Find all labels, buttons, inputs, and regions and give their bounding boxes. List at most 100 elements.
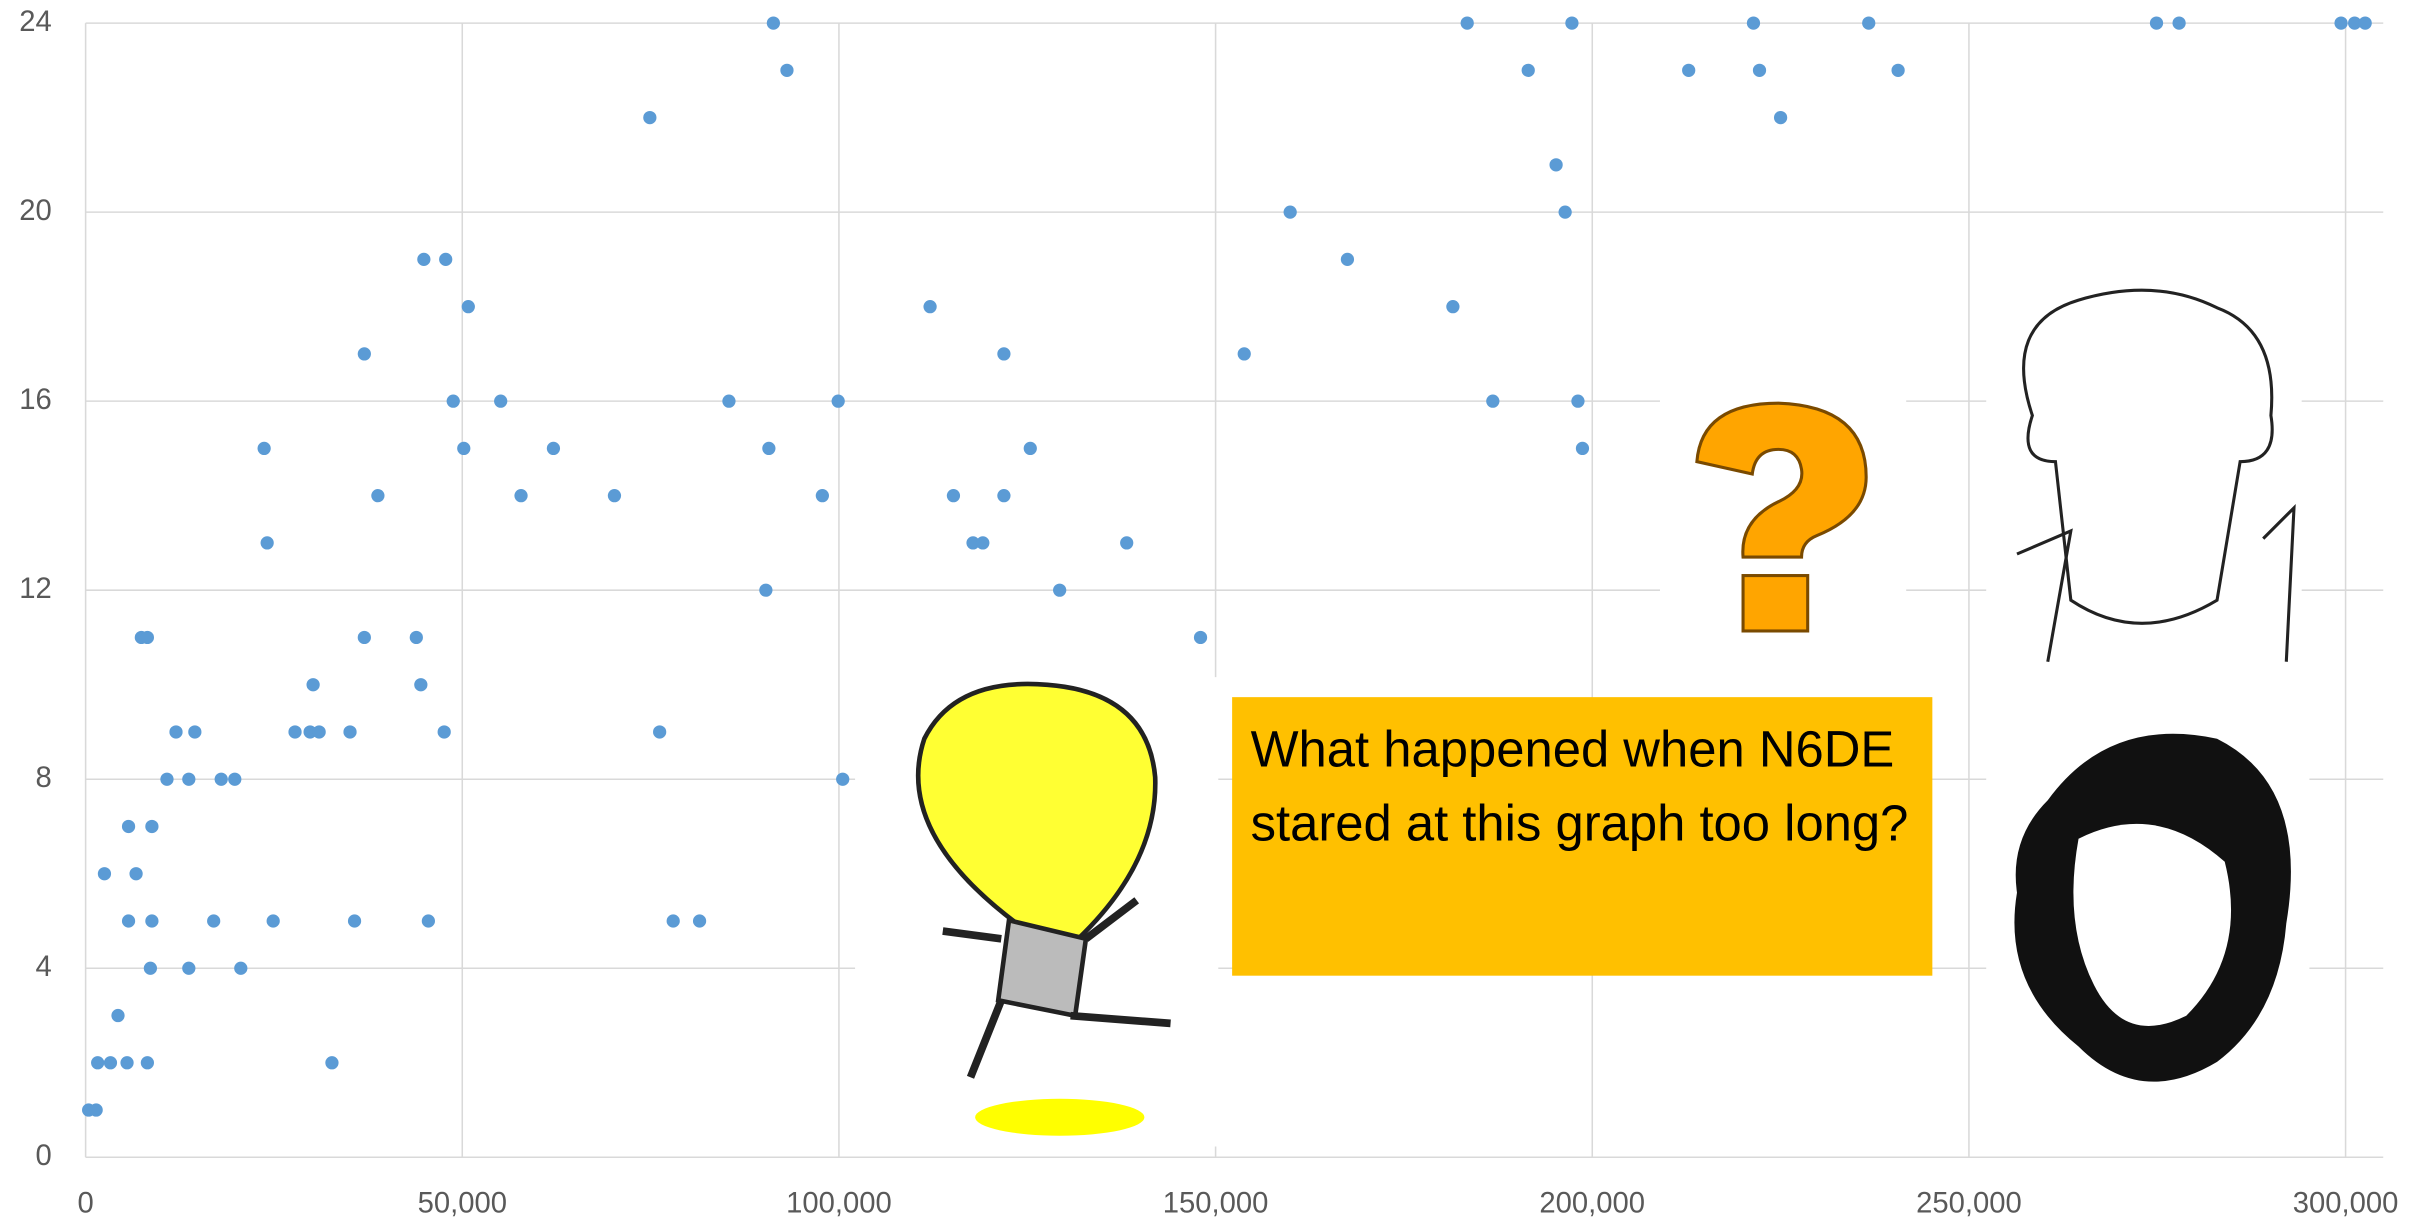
point <box>457 442 470 455</box>
annotation-container: What happened when N6DE stared at this g… <box>1232 697 1932 976</box>
point <box>207 914 220 927</box>
point <box>2359 16 2372 29</box>
point <box>288 725 301 738</box>
point <box>762 442 775 455</box>
annotation: What happened when N6DE stared at this g… <box>1232 697 1932 976</box>
point <box>258 442 271 455</box>
point <box>1571 395 1584 408</box>
point <box>643 111 656 124</box>
point <box>1565 16 1578 29</box>
x-tick-label: 100,000 <box>786 1188 892 1220</box>
y-tick-label: 16 <box>19 384 52 416</box>
point <box>759 584 772 597</box>
point <box>767 16 780 29</box>
point <box>1341 253 1354 266</box>
x-tick-label: 250,000 <box>1916 1188 2022 1220</box>
point <box>313 725 326 738</box>
point <box>348 914 361 927</box>
point <box>1486 395 1499 408</box>
point <box>91 1056 104 1069</box>
point <box>160 773 173 786</box>
overlay: What happened when N6DE stared at this g… <box>855 285 2309 1147</box>
y-tick-label: 24 <box>19 6 52 38</box>
x-tick-label: 150,000 <box>1163 1188 1269 1220</box>
point <box>2334 16 2347 29</box>
point <box>261 536 274 549</box>
point <box>129 867 142 880</box>
point <box>653 725 666 738</box>
point <box>1891 64 1904 77</box>
point <box>144 962 157 975</box>
point <box>462 300 475 313</box>
point <box>836 773 849 786</box>
point <box>343 725 356 738</box>
y-tick-label: 8 <box>35 762 51 794</box>
point <box>182 773 195 786</box>
x-tick-label: 0 <box>77 1188 93 1220</box>
question-dot <box>1743 576 1808 631</box>
point <box>358 347 371 360</box>
point <box>1862 16 1875 29</box>
y-tick-label: 20 <box>19 195 52 227</box>
point <box>923 300 936 313</box>
bulb-shadow <box>975 1099 1144 1136</box>
point <box>693 914 706 927</box>
point <box>1120 536 1133 549</box>
point <box>1522 64 1535 77</box>
point <box>1682 64 1695 77</box>
point <box>2150 16 2163 29</box>
point <box>816 489 829 502</box>
point <box>447 395 460 408</box>
point <box>414 678 427 691</box>
point <box>997 489 1010 502</box>
point <box>325 1056 338 1069</box>
point <box>98 867 111 880</box>
point <box>145 820 158 833</box>
point <box>371 489 384 502</box>
point <box>1284 206 1297 219</box>
point <box>104 1056 117 1069</box>
point <box>141 1056 154 1069</box>
point <box>514 489 527 502</box>
point <box>182 962 195 975</box>
x-tick-label: 300,000 <box>2293 1188 2399 1220</box>
point <box>547 442 560 455</box>
x-tick-label: 200,000 <box>1539 1188 1645 1220</box>
point <box>120 1056 133 1069</box>
point <box>1194 631 1207 644</box>
point <box>111 1009 124 1022</box>
point <box>947 489 960 502</box>
point <box>667 914 680 927</box>
y-tick-label: 12 <box>19 573 52 605</box>
point <box>2172 16 2185 29</box>
point <box>358 631 371 644</box>
point <box>1753 64 1766 77</box>
point <box>410 631 423 644</box>
point <box>234 962 247 975</box>
point <box>780 64 793 77</box>
point <box>722 395 735 408</box>
point <box>832 395 845 408</box>
point <box>438 725 451 738</box>
point <box>1774 111 1787 124</box>
point <box>228 773 241 786</box>
point <box>122 914 135 927</box>
x-tick-label: 50,000 <box>418 1188 507 1220</box>
point <box>997 347 1010 360</box>
y-tick-label: 4 <box>35 951 51 983</box>
chart: 04812162024050,000100,000150,000200,0002… <box>0 0 2415 1225</box>
point <box>1747 16 1760 29</box>
point <box>188 725 201 738</box>
point <box>1461 16 1474 29</box>
point <box>1576 442 1589 455</box>
point <box>122 820 135 833</box>
bulb-base <box>998 920 1086 1015</box>
point <box>608 489 621 502</box>
point <box>422 914 435 927</box>
point <box>169 725 182 738</box>
point <box>141 631 154 644</box>
point <box>1446 300 1459 313</box>
point <box>306 678 319 691</box>
point <box>90 1103 103 1116</box>
point <box>1053 584 1066 597</box>
